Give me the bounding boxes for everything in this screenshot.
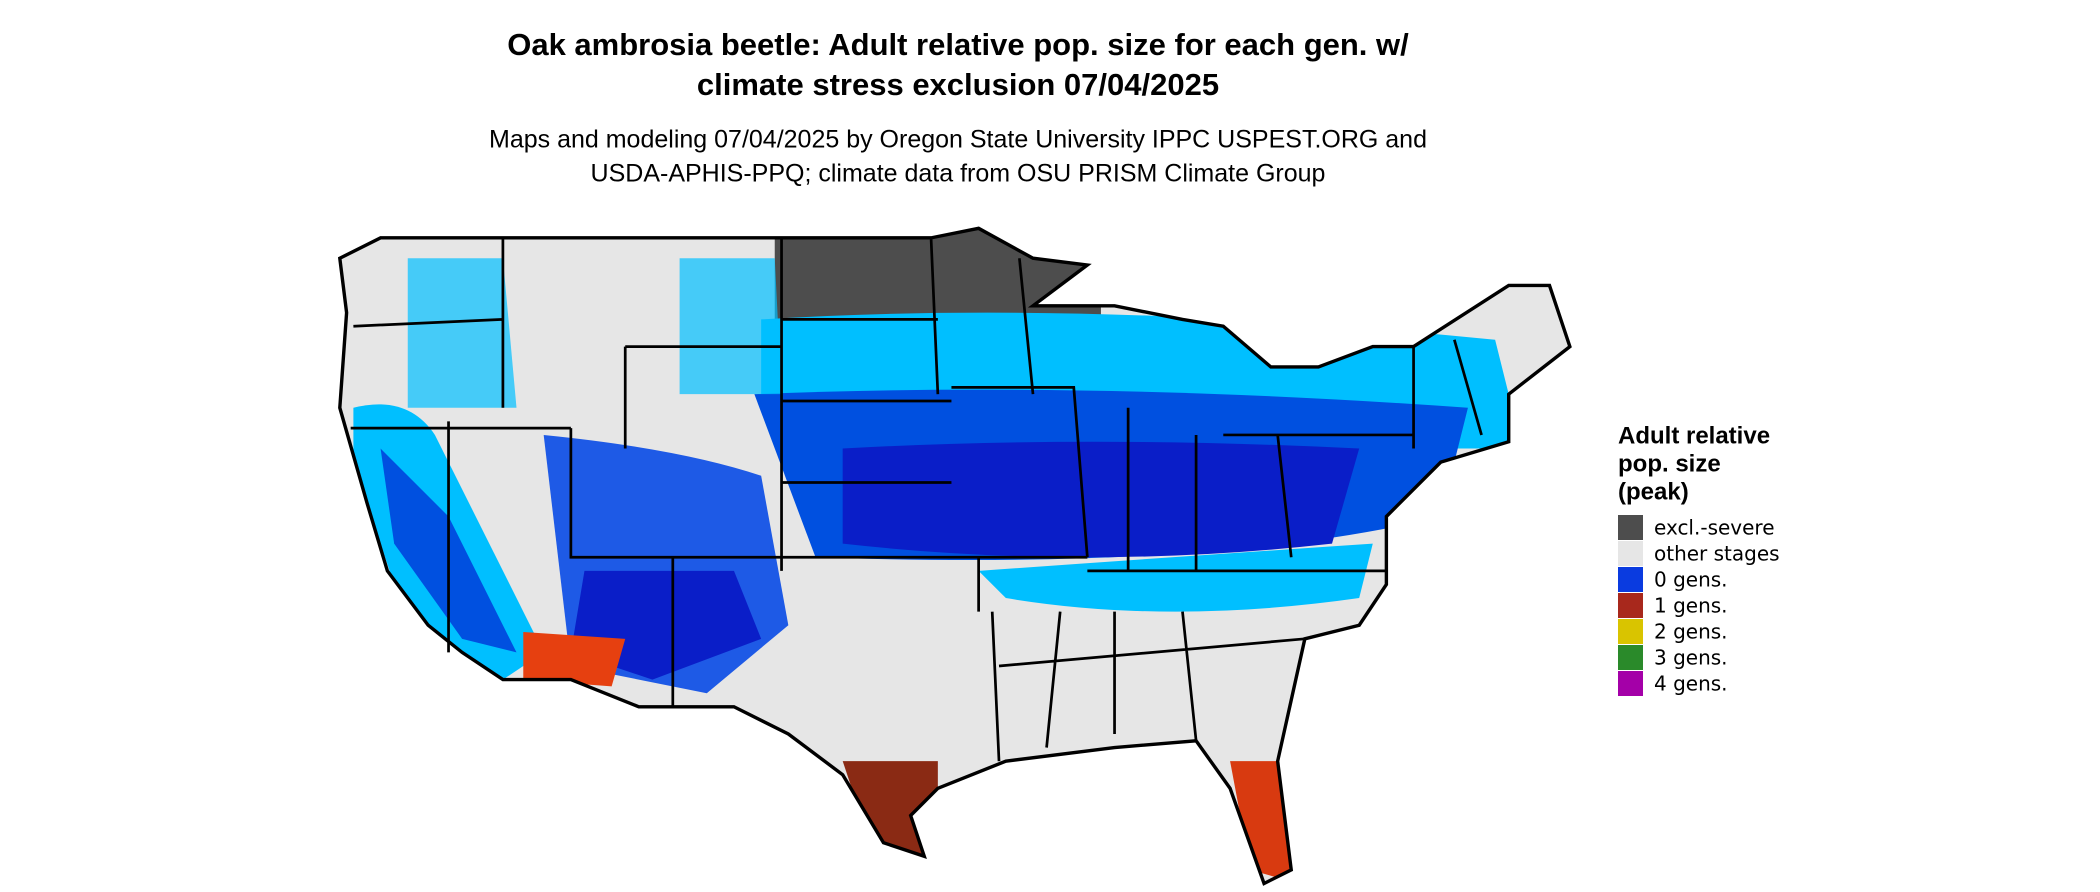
state-borders — [337, 226, 1572, 886]
legend-label: other stages — [1654, 542, 1780, 566]
legend-swatch — [1618, 567, 1643, 592]
legend-label: 0 gens. — [1654, 568, 1728, 592]
title: climate stress exclusion 07/04/2025 — [697, 67, 1219, 102]
legend-swatch — [1618, 593, 1643, 618]
legend-title: pop. size — [1618, 450, 1721, 477]
legend-label: 1 gens. — [1654, 594, 1728, 618]
legend-swatch — [1618, 541, 1643, 566]
subtitle: Maps and modeling 07/04/2025 by Oregon S… — [489, 126, 1427, 154]
legend-label: 2 gens. — [1654, 620, 1728, 644]
titles: Oak ambrosia beetle: Adult relative pop.… — [489, 27, 1427, 187]
legend-title: (peak) — [1618, 478, 1689, 505]
legend-swatch — [1618, 619, 1643, 644]
legend-title: Adult relative — [1618, 422, 1770, 449]
legend-swatch — [1618, 515, 1643, 540]
title: Oak ambrosia beetle: Adult relative pop.… — [507, 27, 1409, 62]
legend-swatch — [1618, 645, 1643, 670]
us-map — [337, 226, 1572, 886]
legend-label: 4 gens. — [1654, 672, 1728, 696]
legend-swatch — [1618, 671, 1643, 696]
subtitle: USDA-APHIS-PPQ; climate data from OSU PR… — [591, 160, 1326, 188]
legend-label: 3 gens. — [1654, 646, 1728, 670]
legend-label: excl.-severe — [1654, 516, 1775, 540]
